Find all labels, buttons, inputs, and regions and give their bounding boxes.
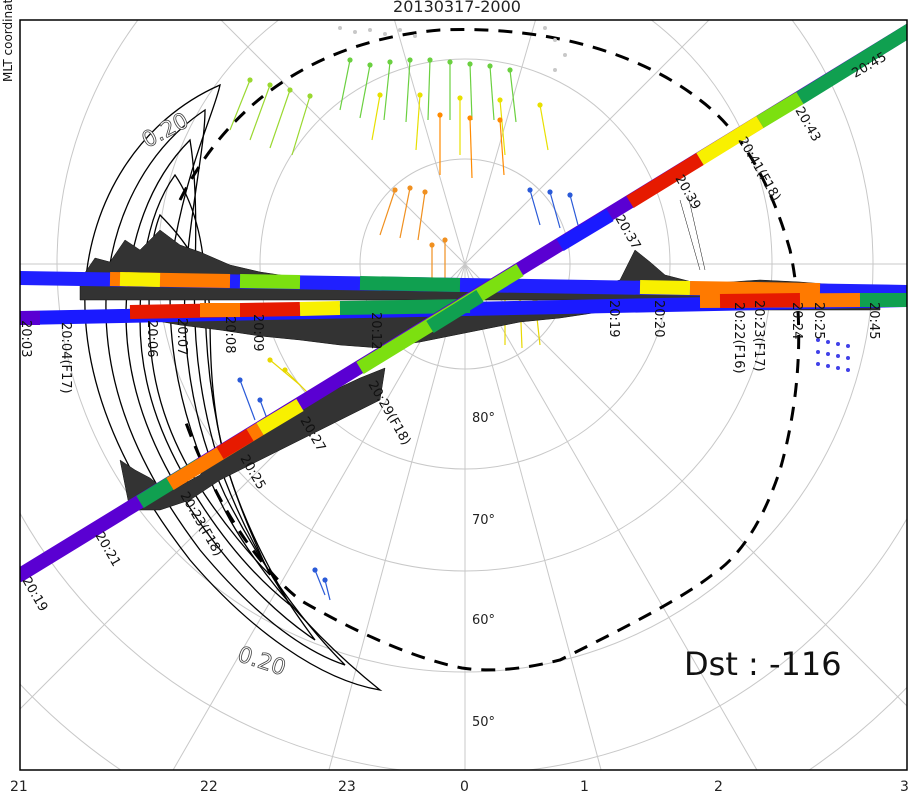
plot-frame	[19, 19, 908, 771]
plot-title: 20130317-2000	[393, 0, 521, 16]
track-time-label: 20:23(F18)	[177, 490, 226, 560]
track-time-label: 20:12	[368, 312, 383, 349]
track-time-label: 20:25	[811, 302, 826, 339]
latitude-label: 70°	[472, 513, 495, 528]
mlt-tick-label: 23	[338, 779, 356, 794]
mlt-axis: 21 22 23 0 1 2 3	[10, 779, 909, 794]
track-time-label: 20:37	[612, 213, 644, 253]
dst-index-label: Dst : -116	[684, 645, 842, 683]
track-time-label: 20:22(F16)	[731, 302, 746, 374]
track-time-label: 20:45	[866, 302, 881, 339]
mlt-tick-label: 3	[900, 779, 909, 794]
track-time-label: 20:39	[672, 173, 704, 213]
contour-label-bottom: 0.20	[234, 642, 288, 681]
track-time-label: 20:08	[222, 316, 237, 353]
latitude-label: 60°	[472, 613, 495, 628]
track-time-label: 20:19	[606, 300, 621, 337]
satellite-track-f16	[20, 271, 907, 299]
track-time-label: 20:41(F18)	[735, 135, 784, 205]
track-time-label: 20:03	[18, 320, 33, 357]
contour-label-top: 0.20	[138, 108, 193, 153]
track-time-label: 20:20	[651, 300, 666, 337]
latitude-label: 80°	[472, 411, 495, 426]
track-time-label: 20:21	[92, 530, 124, 570]
mlt-tick-label: 21	[10, 779, 28, 794]
latitude-label: 50°	[472, 715, 495, 730]
track-time-label: 20:04(F17)	[58, 322, 73, 394]
track-time-label: 20:29(F18)	[365, 379, 414, 449]
mlt-tick-label: 2	[714, 779, 723, 794]
track-time-label: 20:19	[19, 575, 51, 615]
auroral-boundary	[178, 28, 801, 672]
track-time-label: 20:07	[174, 318, 189, 355]
track-time-label: 20:06	[144, 320, 159, 357]
track-time-label: 20:24	[789, 302, 804, 339]
track-time-label: 20:43	[792, 105, 824, 145]
track-time-label: 20:23(F17)	[751, 300, 766, 372]
mlt-tick-label: 0	[460, 779, 469, 794]
satellite-track-f18	[20, 23, 907, 582]
mlt-tick-label: 1	[580, 779, 589, 794]
mlt-tick-label: 22	[200, 779, 218, 794]
track-time-label: 20:09	[250, 314, 265, 351]
